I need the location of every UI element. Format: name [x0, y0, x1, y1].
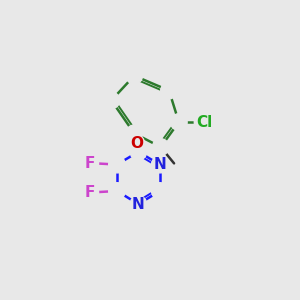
Text: F: F: [85, 156, 95, 171]
Circle shape: [109, 183, 125, 199]
Circle shape: [170, 114, 187, 130]
Circle shape: [109, 156, 125, 173]
Circle shape: [82, 155, 99, 171]
Text: N: N: [153, 157, 166, 172]
Circle shape: [194, 114, 211, 130]
Circle shape: [161, 82, 177, 99]
Text: Cl: Cl: [196, 115, 212, 130]
Circle shape: [128, 135, 145, 152]
Circle shape: [103, 92, 120, 109]
Text: F: F: [85, 185, 95, 200]
Circle shape: [152, 139, 169, 155]
Text: N: N: [132, 196, 145, 211]
Circle shape: [130, 143, 147, 160]
Circle shape: [152, 183, 168, 199]
Circle shape: [130, 196, 147, 212]
Circle shape: [152, 156, 168, 173]
Circle shape: [126, 125, 142, 142]
Text: O: O: [130, 136, 143, 151]
Circle shape: [82, 184, 99, 201]
Circle shape: [126, 68, 142, 84]
